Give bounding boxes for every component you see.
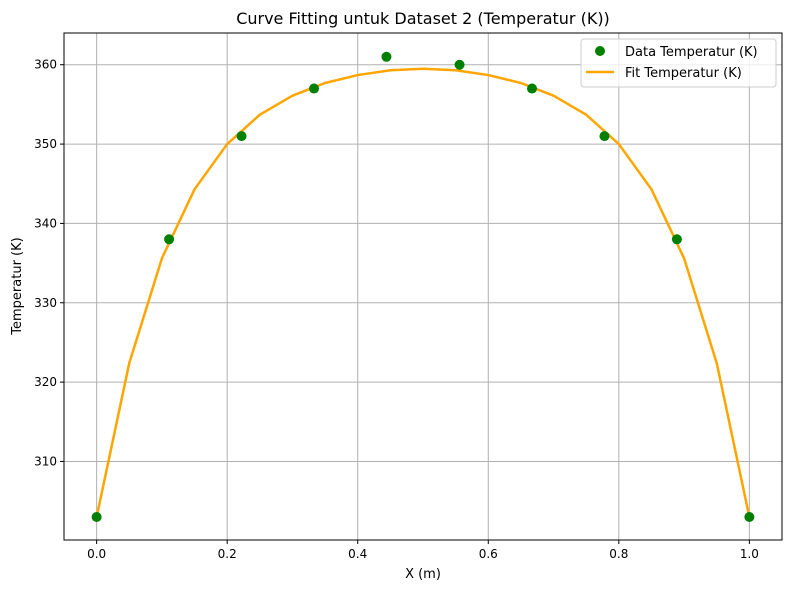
y-tick-label: 310 [34,454,57,468]
legend-label-data: Data Temperatur (K) [625,45,758,60]
axes-frame [63,32,783,541]
data-point [744,511,755,522]
fit-curve [95,67,751,518]
x-axis-label: X (m) [405,567,441,582]
x-tick-label: 0.8 [609,547,628,561]
data-point [527,83,538,94]
data-point [671,234,682,245]
plot-series [91,51,755,522]
y-tick-label: 350 [34,137,57,151]
data-point [381,51,392,62]
data-point [91,511,102,522]
x-tick-label: 0.6 [479,547,498,561]
chart-title: Curve Fitting untuk Dataset 2 (Temperatu… [236,9,610,28]
data-point [164,234,175,245]
data-point [308,83,319,94]
data-point [599,131,610,142]
y-tick-label: 330 [34,296,57,310]
legend-label-fit: Fit Temperatur (K) [625,66,742,81]
data-point [454,59,465,70]
x-tick-label: 1.0 [740,547,759,561]
legend: Data Temperatur (K) Fit Temperatur (K) [580,38,777,88]
x-tick-label: 0.0 [87,547,106,561]
axis-ticks: 0.0 0.2 0.4 0.6 0.8 1.0 310 320 330 340 350 360 [34,58,759,561]
x-tick-label: 0.4 [348,547,367,561]
y-tick-label: 360 [34,58,57,72]
legend-box [580,38,777,88]
x-tick-label: 0.2 [218,547,237,561]
y-axis-label: Temperatur (K) [10,237,25,335]
y-tick-label: 340 [34,216,57,230]
grid [64,33,782,540]
legend-marker-data [595,46,605,56]
y-tick-label: 320 [34,375,57,389]
data-point [236,131,247,142]
